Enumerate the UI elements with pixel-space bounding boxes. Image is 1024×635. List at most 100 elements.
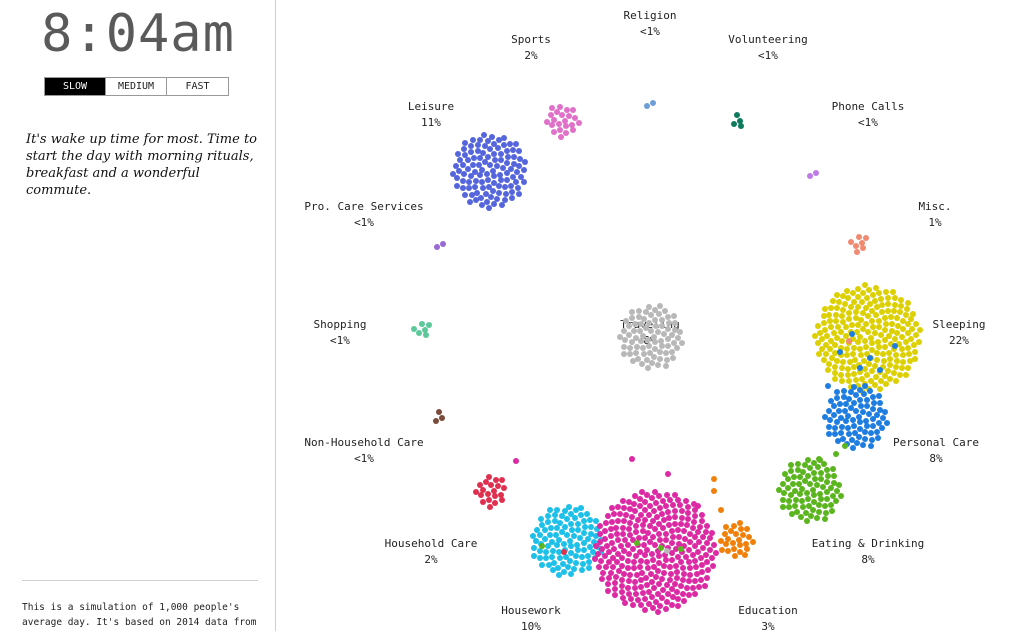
speed-slow-button[interactable]: SLOW (45, 78, 106, 95)
person-dot (567, 558, 574, 565)
person-dot (625, 498, 632, 505)
person-dot (498, 177, 505, 184)
person-dot (641, 552, 648, 559)
person-dot (629, 545, 636, 552)
person-dot (561, 507, 568, 514)
person-dot (481, 143, 488, 150)
person-dot (663, 557, 670, 564)
person-dot (468, 191, 475, 198)
person-dot (847, 389, 854, 396)
person-dot (734, 112, 741, 119)
person-dot (722, 524, 729, 531)
person-dot (522, 159, 529, 166)
person-dot (725, 548, 732, 555)
person-dot (553, 542, 560, 549)
person-dot (863, 397, 870, 403)
speed-medium-button[interactable]: MEDIUM (106, 78, 167, 95)
person-dot (623, 317, 630, 324)
person-dot (672, 320, 679, 327)
person-dot (472, 197, 479, 204)
person-dot (505, 154, 512, 161)
person-dot (781, 490, 788, 497)
person-dot (699, 561, 706, 568)
person-dot (824, 332, 831, 339)
person-dot (867, 335, 874, 341)
person-dot (660, 331, 667, 338)
person-dot (909, 326, 916, 333)
person-dot (784, 476, 791, 483)
person-dot (852, 356, 859, 363)
person-dot (699, 534, 706, 541)
person-dot (660, 497, 667, 504)
person-dot (856, 386, 863, 393)
person-dot (575, 547, 582, 554)
person-dot (485, 496, 492, 503)
person-dot (881, 337, 888, 344)
person-dot (845, 295, 852, 302)
person-dot (893, 351, 900, 358)
person-dot (655, 329, 662, 336)
person-dot (602, 535, 609, 542)
person-dot (850, 364, 857, 371)
person-dot (812, 333, 819, 340)
person-dot (606, 548, 613, 555)
person-dot (850, 298, 857, 305)
person-dot (822, 413, 829, 420)
person-dot (725, 535, 732, 542)
person-dot (660, 517, 667, 524)
person-dot (844, 365, 851, 372)
person-dot (649, 556, 656, 563)
person-dot (869, 416, 876, 423)
person-dot (874, 338, 881, 345)
person-dot (846, 316, 853, 323)
person-dot (562, 129, 569, 136)
person-dot (634, 517, 641, 524)
person-dot (625, 578, 632, 585)
person-dot (639, 528, 646, 535)
person-dot (626, 344, 633, 351)
person-dot (675, 596, 682, 603)
person-dot (629, 315, 636, 322)
person-dot (680, 577, 687, 584)
person-dot-moving (846, 338, 852, 344)
person-dot (633, 343, 640, 350)
person-dot (842, 418, 849, 425)
activity-name: Eating & Drinking (811, 537, 925, 550)
person-dot (870, 423, 877, 430)
person-dot (423, 332, 430, 339)
person-dot (669, 594, 676, 601)
person-dot (605, 575, 612, 582)
person-dot (674, 588, 681, 595)
person-dot (743, 526, 750, 533)
person-dot (875, 434, 882, 441)
person-dot (668, 540, 675, 547)
person-dot (605, 587, 612, 594)
person-dot (889, 321, 896, 328)
person-dot (552, 512, 559, 519)
person-dot (580, 530, 587, 537)
person-dot (662, 362, 669, 369)
person-dot (580, 540, 587, 547)
person-dot (641, 315, 648, 322)
person-dot (545, 512, 552, 519)
person-dot (887, 355, 894, 362)
person-dot (639, 590, 646, 597)
person-dot (898, 297, 905, 304)
speed-fast-button[interactable]: FAST (167, 78, 228, 95)
divider (22, 580, 258, 581)
person-dot (479, 185, 486, 192)
person-dot (466, 198, 473, 205)
person-dot (462, 151, 469, 158)
person-dot (834, 395, 841, 402)
person-dot (470, 155, 477, 162)
person-dot (490, 188, 497, 195)
person-dot (479, 166, 486, 173)
person-dot (495, 183, 502, 190)
person-dot (690, 501, 697, 508)
person-dot (655, 559, 662, 566)
person-dot (833, 305, 840, 312)
person-dot (796, 474, 803, 481)
person-dot (853, 248, 860, 255)
person-dot (819, 335, 826, 342)
person-dot (677, 520, 684, 527)
